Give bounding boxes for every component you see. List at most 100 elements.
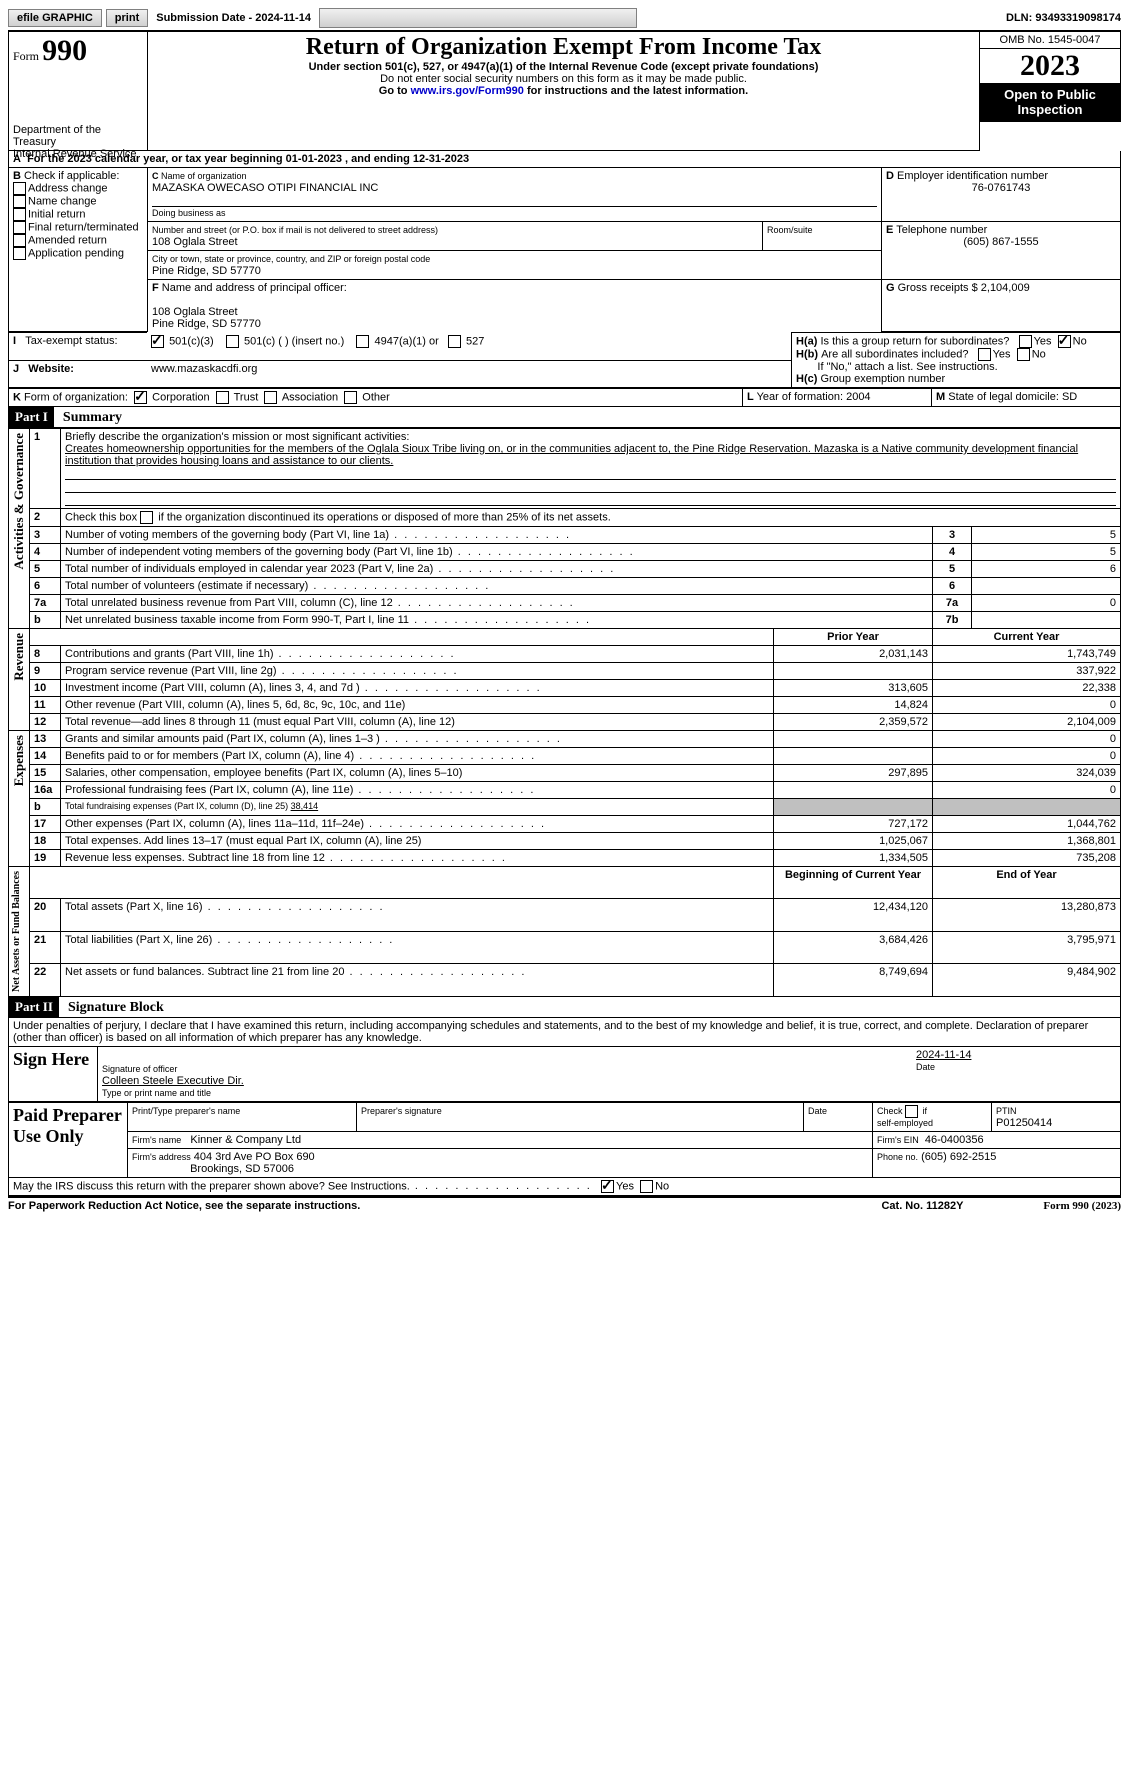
part2-header: Part II [9,997,59,1017]
preparer-table: Paid Preparer Use Only Print/Type prepar… [8,1102,1121,1178]
4947-checkbox[interactable] [356,335,369,348]
trust-checkbox[interactable] [216,391,229,404]
ein: 76-0761743 [886,182,1116,194]
street-label: Number and street (or P.O. box if mail i… [152,225,438,235]
efile-button[interactable]: efile GRAPHIC [8,9,102,27]
m-label: State of legal domicile: [948,391,1062,403]
v4: 5 [972,544,1121,561]
paid-preparer: Paid Preparer Use Only [9,1102,128,1177]
v7a: 0 [972,595,1121,612]
irs-link[interactable]: www.irs.gov/Form990 [411,85,524,97]
l3: Number of voting members of the governin… [65,529,389,541]
ha-yes-checkbox[interactable] [1019,335,1032,348]
c-name-label: Name of organization [161,171,247,181]
dept-treasury: Department of the Treasury [13,124,143,148]
omb: OMB No. 1545-0047 [980,32,1120,49]
side-ag: Activities & Governance [9,429,29,573]
k-l-m-block: K Form of organization: Corporation Trus… [8,388,1121,407]
firm-name: Kinner & Company Ltd [190,1134,301,1146]
sign-here: Sign Here [9,1046,98,1101]
footer-right: Form 990 (2023) [1043,1200,1121,1212]
address-change-checkbox[interactable] [13,182,26,195]
city: Pine Ridge, SD 57770 [152,265,261,277]
f-label: Name and address of principal officer: [162,282,347,294]
submission-label: Submission Date - 2024-11-14 [152,10,315,26]
self-employed-checkbox[interactable] [905,1105,918,1118]
hc-label: Group exemption number [820,373,945,385]
501c3-checkbox[interactable] [151,335,164,348]
part1-header: Part I [9,407,54,427]
tax-year: 2023 [980,49,1120,83]
officer-name: Colleen Steele Executive Dir. [102,1075,244,1087]
b-label: Check if applicable: [24,170,119,182]
part1-title: Summary [57,410,122,425]
discuss-line: May the IRS discuss this return with the… [8,1178,1121,1196]
room-label: Room/suite [767,225,813,235]
fundraising-total: 38,414 [291,801,319,811]
form-label: Form [13,49,39,63]
firm-addr1: 404 3rd Ave PO Box 690 [194,1151,315,1163]
blank-field [319,8,637,28]
print-button[interactable]: print [106,9,148,27]
initial-return-checkbox[interactable] [13,208,26,221]
state-domicile: SD [1062,391,1077,403]
l1-label: Briefly describe the organization's miss… [65,431,409,443]
ha-label: Is this a group return for subordinates? [820,335,1009,347]
amended-return-checkbox[interactable] [13,234,26,247]
sig-date: 2024-11-14 [916,1049,971,1061]
street: 108 Oglala Street [152,236,238,248]
prior-year: Prior Year [827,631,879,643]
v3: 5 [972,527,1121,544]
other-checkbox[interactable] [344,391,357,404]
v5: 6 [972,561,1121,578]
org-name: MAZASKA OWECASO OTIPI FINANCIAL INC [152,182,378,194]
application-pending-checkbox[interactable] [13,247,26,260]
final-return-checkbox[interactable] [13,221,26,234]
v6 [972,578,1121,595]
discuss-yes-checkbox[interactable] [601,1180,614,1193]
side-rev: Revenue [9,629,29,685]
form-header: Form 990 Return of Organization Exempt F… [8,30,1121,151]
l7a: Total unrelated business revenue from Pa… [65,597,393,609]
website: www.mazaskacdfi.org [151,363,257,375]
officer-addr2: Pine Ridge, SD 57770 [152,318,261,330]
firm-addr2: Brookings, SD 57006 [190,1163,294,1175]
ptin-label: PTIN [996,1106,1017,1116]
ptin: P01250414 [996,1117,1052,1129]
year-formation: 2004 [846,391,870,403]
l7b: Net unrelated business taxable income fr… [65,614,409,626]
subtitle-1: Under section 501(c), 527, or 4947(a)(1)… [152,61,975,73]
name-change-checkbox[interactable] [13,195,26,208]
h-i-j-block: I Tax-exempt status: 501(c)(3) 501(c) ( … [8,332,1121,388]
v7b [972,612,1121,629]
form-number: 990 [42,34,87,67]
top-bar: efile GRAPHIC print Submission Date - 20… [8,8,1121,28]
hb-no-checkbox[interactable] [1017,348,1030,361]
eoy: End of Year [996,869,1056,881]
l2-checkbox[interactable] [140,511,153,524]
current-year: Current Year [994,631,1060,643]
dln: DLN: 93493319098174 [1006,12,1121,24]
city-label: City or town, state or province, country… [152,254,430,264]
hb-note: If "No," attach a list. See instructions… [817,361,997,373]
501c-checkbox[interactable] [226,335,239,348]
i-label: Tax-exempt status: [25,335,117,347]
hb-yes-checkbox[interactable] [978,348,991,361]
firm-ein: 46-0400356 [925,1134,984,1146]
side-exp: Expenses [9,731,29,790]
association-checkbox[interactable] [264,391,277,404]
ha-no-checkbox[interactable] [1058,335,1071,348]
side-na: Net Assets or Fund Balances [9,867,24,996]
prep-name-label: Print/Type preparer's name [132,1106,240,1116]
subtitle-2: Do not enter social security numbers on … [152,73,975,85]
corporation-checkbox[interactable] [134,391,147,404]
firm-phone: (605) 692-2515 [921,1151,996,1163]
discuss-no-checkbox[interactable] [640,1180,653,1193]
perjury-text: Under penalties of perjury, I declare th… [8,1018,1121,1046]
type-name-label: Type or print name and title [102,1088,211,1098]
527-checkbox[interactable] [448,335,461,348]
k-label: Form of organization: [24,391,128,403]
hb-label: Are all subordinates included? [821,348,968,360]
boy: Beginning of Current Year [785,869,921,881]
l6: Total number of volunteers (estimate if … [65,580,308,592]
